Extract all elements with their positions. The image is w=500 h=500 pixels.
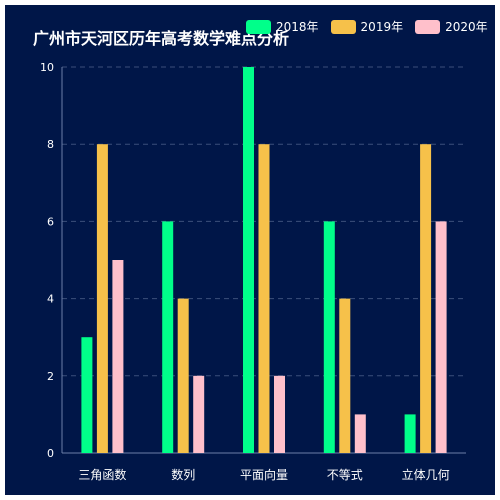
bar-2018年-平面向量[interactable] xyxy=(243,67,254,453)
bar-2020年-数列[interactable] xyxy=(193,375,205,453)
bar-2020年-三角函数[interactable] xyxy=(112,260,124,453)
x-tick-label: 数列 xyxy=(171,467,195,482)
x-tick-label: 不等式 xyxy=(327,468,363,482)
bar-2020年-不等式[interactable] xyxy=(354,414,366,453)
legend-label: 2020年 xyxy=(445,20,488,34)
bar-2019年-数列[interactable] xyxy=(177,298,189,453)
x-tick-label: 平面向量 xyxy=(240,467,288,482)
bar-2020年-立体几何[interactable] xyxy=(435,221,447,453)
chart-title: 广州市天河区历年高考数学难点分析 xyxy=(33,29,290,48)
legend-label: 2019年 xyxy=(360,20,404,34)
legend-item[interactable]: 2020年 xyxy=(415,18,488,35)
bar-2018年-不等式[interactable] xyxy=(323,221,335,453)
y-tick-label: 8 xyxy=(47,138,54,151)
y-tick-label: 6 xyxy=(47,215,54,228)
x-tick-label: 三角函数 xyxy=(78,467,126,482)
bar-2019年-平面向量[interactable] xyxy=(258,144,270,453)
bar-2019年-不等式[interactable] xyxy=(339,298,351,453)
bar-2019年-三角函数[interactable] xyxy=(96,144,108,453)
bar-chart: 0 2 4 6 8 10 三角函数 数列 平面向量 不等式 立体几何 xyxy=(40,61,466,482)
legend-swatch xyxy=(246,19,271,34)
bar-2018年-立体几何[interactable] xyxy=(404,414,416,453)
chart-legend: 2018年 2019年 2020年 xyxy=(246,18,488,35)
bar-2019年-立体几何[interactable] xyxy=(420,144,432,453)
legend-swatch xyxy=(330,19,356,34)
y-tick-label: 10 xyxy=(40,61,54,74)
y-tick-label: 0 xyxy=(47,447,54,460)
legend-item[interactable]: 2018年 xyxy=(246,18,319,35)
legend-item[interactable]: 2019年 xyxy=(330,18,404,35)
bar-2018年-数列[interactable] xyxy=(162,221,174,453)
legend-label: 2018年 xyxy=(276,20,319,34)
y-tick-label: 2 xyxy=(47,370,54,383)
legend-swatch xyxy=(415,19,441,34)
bar-2018年-三角函数[interactable] xyxy=(81,337,93,453)
bar-2020年-平面向量[interactable] xyxy=(274,375,285,453)
x-tick-label: 立体几何 xyxy=(402,467,450,482)
y-tick-label: 4 xyxy=(47,293,54,306)
chart-canvas: 0 2 4 6 8 10 三角函数 数列 平面向量 不等式 立体几何 广州市天河区历年高考数学难点分… xyxy=(5,5,495,495)
